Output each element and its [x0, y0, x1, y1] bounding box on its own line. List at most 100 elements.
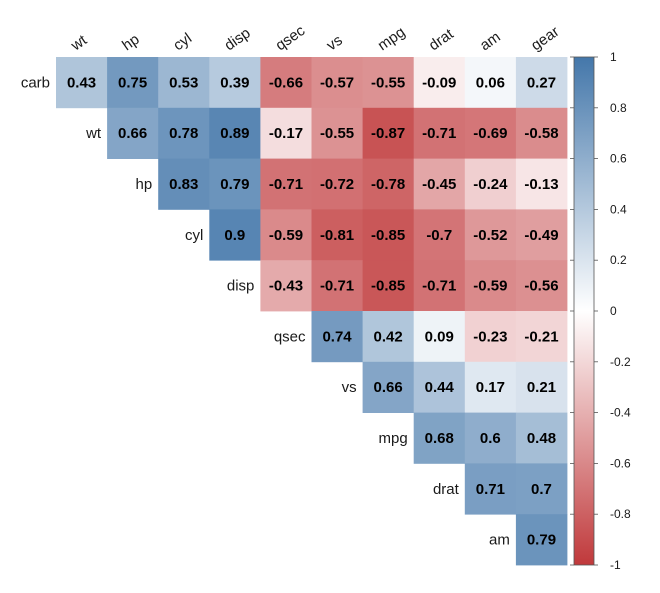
heatmap-cell-cyl-drat [413, 209, 466, 261]
row-label-hp: hp [136, 176, 153, 193]
cell-value-label: 0.48 [527, 430, 556, 447]
heatmap-cell-wt-am [464, 107, 517, 159]
heatmap-cell-drat-gear [515, 463, 568, 515]
row-label-wt: wt [85, 125, 102, 142]
cell-value-label: 0.27 [527, 74, 556, 91]
heatmap-cell-carb-mpg [362, 57, 415, 109]
cell-value-label: -0.71 [422, 278, 456, 295]
column-label-cyl: cyl [170, 30, 195, 54]
heatmap-cell-drat-am [464, 463, 517, 515]
legend-tick-label: 0.2 [610, 253, 627, 267]
heatmap-cell-hp-gear [515, 158, 568, 210]
cell-value-label: -0.52 [473, 227, 507, 244]
cell-value-label: -0.57 [320, 74, 354, 91]
heatmap-cell-mpg-drat [413, 412, 466, 464]
cell-value-label: -0.55 [320, 125, 354, 142]
cell-value-label: -0.59 [269, 227, 303, 244]
row-label-carb: carb [21, 74, 50, 91]
heatmap-cell-carb-wt [56, 57, 108, 109]
cell-value-label: 0.9 [224, 227, 245, 244]
heatmap-cell-wt-gear [515, 107, 568, 159]
heatmap-cell-wt-hp [107, 107, 159, 159]
heatmap-cell-disp-gear [515, 260, 568, 312]
legend-tick-label: -1 [610, 558, 621, 572]
cell-value-label: 0.74 [322, 328, 352, 345]
column-label-wt: wt [67, 31, 91, 55]
column-label-am: am [477, 28, 504, 54]
heatmap-cell-am-gear [515, 514, 568, 566]
cell-value-label: -0.7 [426, 227, 452, 244]
heatmap-cell-vs-am [464, 361, 517, 413]
heatmap-cell-disp-am [464, 260, 517, 312]
cell-value-label: -0.49 [524, 227, 558, 244]
legend-color-bar [573, 56, 595, 566]
cell-value-label: 0.78 [169, 125, 198, 142]
heatmap-cell-qsec-am [464, 311, 517, 363]
cell-value-label: -0.24 [473, 176, 508, 193]
row-label-vs: vs [342, 379, 357, 396]
heatmap-cell-hp-vs [311, 158, 363, 210]
cell-value-label: -0.78 [371, 176, 405, 193]
cell-value-label: 0.75 [118, 74, 147, 91]
heatmap-cells: 0.43 0.75 0.53 0.39 -0.66 -0.57 -0.55 -0.09 0.06… [56, 57, 568, 566]
cell-value-label: 0.89 [220, 125, 249, 142]
cell-value-label: 0.79 [527, 532, 556, 549]
heatmap-cell-hp-mpg [362, 158, 415, 210]
cell-value-label: -0.87 [371, 125, 405, 142]
legend-tick-label: -0.2 [610, 355, 631, 369]
cell-value-label: -0.69 [473, 125, 507, 142]
heatmap-cell-qsec-gear [515, 311, 568, 363]
cell-value-label: -0.45 [422, 176, 456, 193]
heatmap-cell-hp-drat [413, 158, 466, 210]
cell-value-label: 0.53 [169, 74, 198, 91]
cell-value-label: 0.66 [374, 379, 403, 396]
heatmap-cell-mpg-gear [515, 412, 568, 464]
row-label-am: am [489, 532, 510, 549]
cell-value-label: -0.43 [269, 278, 303, 295]
heatmap-cell-wt-qsec [260, 107, 312, 159]
cell-value-label: 0.83 [169, 176, 198, 193]
cell-value-label: 0.71 [476, 481, 505, 498]
cell-value-label: -0.71 [320, 278, 354, 295]
heatmap-cell-wt-vs [311, 107, 363, 159]
cell-value-label: 0.42 [374, 328, 403, 345]
heatmap-cell-vs-drat [413, 361, 466, 413]
heatmap-cell-disp-mpg [362, 260, 415, 312]
column-labels: wt hp cyl disp qsec vs mpg drat am gear [67, 22, 562, 55]
cell-value-label: 0.21 [527, 379, 556, 396]
heatmap-cell-cyl-mpg [362, 209, 415, 261]
heatmap-cell-carb-am [464, 57, 517, 109]
heatmap-cell-carb-qsec [260, 57, 312, 109]
heatmap-cell-carb-disp [209, 57, 261, 109]
cell-value-label: -0.85 [371, 278, 405, 295]
heatmap-cell-wt-disp [209, 107, 261, 159]
cell-value-label: -0.55 [371, 74, 405, 91]
cell-value-label: 0.09 [425, 328, 454, 345]
cell-value-label: 0.79 [220, 176, 249, 193]
row-label-disp: disp [227, 278, 255, 295]
legend-tick-label: 0.6 [610, 152, 627, 166]
heatmap-cell-carb-drat [413, 57, 466, 109]
heatmap-cell-disp-qsec [260, 260, 312, 312]
heatmap-cell-hp-disp [209, 158, 261, 210]
legend-tick-label: -0.8 [610, 507, 631, 521]
legend-tick-label: 0.8 [610, 101, 627, 115]
heatmap-cell-carb-vs [311, 57, 363, 109]
cell-value-label: -0.23 [473, 328, 507, 345]
cell-value-label: 0.7 [531, 481, 552, 498]
heatmap-cell-wt-drat [413, 107, 466, 159]
heatmap-cell-carb-cyl [158, 57, 210, 109]
heatmap-cell-cyl-vs [311, 209, 363, 261]
cell-value-label: 0.43 [67, 74, 96, 91]
heatmap-cell-hp-cyl [158, 158, 210, 210]
cell-value-label: -0.56 [524, 278, 558, 295]
heatmap-cell-qsec-mpg [362, 311, 415, 363]
cell-value-label: 0.6 [480, 430, 501, 447]
row-label-drat: drat [433, 481, 460, 498]
heatmap-cell-carb-gear [515, 57, 568, 109]
column-label-qsec: qsec [272, 22, 308, 54]
legend-tick-label: -0.6 [610, 456, 631, 470]
cell-value-label: -0.09 [422, 74, 456, 91]
heatmap-cell-disp-vs [311, 260, 363, 312]
heatmap-cell-cyl-disp [209, 209, 261, 261]
